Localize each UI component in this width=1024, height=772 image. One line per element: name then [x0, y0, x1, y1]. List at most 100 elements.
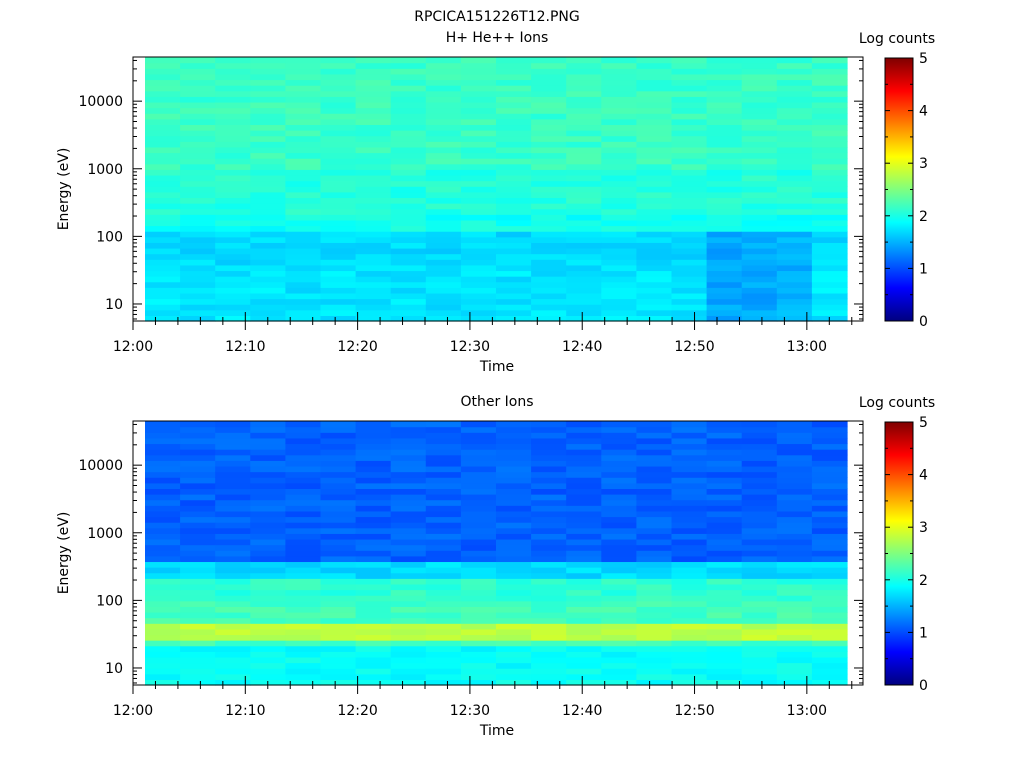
heatmap-cell [601, 617, 637, 624]
heatmap-cell [811, 640, 848, 647]
heatmap-cell [566, 437, 602, 445]
heatmap-cell [215, 544, 251, 551]
heatmap-cell [215, 287, 251, 294]
heatmap-cell [250, 107, 286, 114]
heatmap-cell [145, 589, 181, 596]
heatmap-cell [285, 298, 322, 305]
heatmap-cell [425, 85, 462, 92]
heatmap-cell [776, 236, 813, 243]
heatmap-cell [636, 253, 673, 260]
heatmap-cell [320, 180, 357, 187]
heatmap-cell [601, 113, 637, 120]
heatmap-cell [531, 118, 567, 126]
heatmap-cell [531, 510, 567, 518]
heatmap-cell [320, 606, 357, 613]
heatmap-cell [531, 555, 567, 563]
heatmap-cell [706, 124, 743, 131]
heatmap-cell [566, 180, 602, 187]
heatmap-cell [531, 460, 567, 467]
heatmap-cell [180, 203, 216, 210]
heatmap-cell [566, 163, 602, 170]
heatmap-cell [390, 589, 427, 596]
heatmap-cell [215, 561, 251, 568]
heatmap-cell [671, 544, 708, 551]
heatmap-cell [460, 662, 497, 669]
heatmap-cell [776, 437, 813, 445]
heatmap-cell [180, 130, 216, 137]
heatmap-cell [601, 141, 637, 148]
heatmap-cell [285, 505, 322, 512]
heatmap-cell [776, 488, 813, 495]
heatmap-cell [215, 163, 251, 170]
heatmap-cell [741, 180, 778, 187]
heatmap-cell [636, 208, 673, 215]
heatmap-cell [671, 589, 708, 596]
heatmap-cell [320, 538, 357, 546]
heatmap-cell [285, 186, 322, 193]
heatmap-cell [285, 158, 322, 165]
heatmap-cell [320, 656, 357, 664]
heatmap-cell [566, 640, 602, 647]
heatmap-cell [811, 516, 848, 523]
heatmap-cell [250, 73, 286, 81]
heatmap-cell [636, 225, 673, 232]
heatmap-cell [180, 578, 216, 585]
heatmap-cell [636, 567, 673, 574]
heatmap-cell [496, 180, 532, 187]
heatmap-cell [671, 527, 708, 534]
heatmap-cell [706, 180, 743, 187]
heatmap-cell [741, 231, 778, 238]
heatmap-cell [425, 499, 462, 506]
heatmap-cell [390, 174, 427, 182]
heatmap-cell [601, 304, 637, 311]
heatmap-cell [776, 135, 813, 142]
heatmap-cell [320, 628, 357, 636]
heatmap-cell [531, 589, 567, 596]
heatmap-cell [671, 135, 708, 142]
heatmap-cell [531, 611, 567, 619]
heatmap-cell [671, 158, 708, 165]
heatmap-cell [566, 96, 602, 103]
heatmap-cell [390, 583, 427, 591]
heatmap-cell [460, 276, 497, 283]
heatmap-cell [566, 516, 602, 523]
heatmap-cell [741, 589, 778, 596]
heatmap-cell [215, 270, 251, 277]
heatmap-cell [741, 578, 778, 585]
heatmap-cell [601, 315, 637, 322]
heatmap-cell [355, 578, 392, 585]
heatmap-cell [496, 124, 532, 131]
heatmap-cell [706, 426, 743, 433]
heatmap-cell [811, 225, 848, 232]
heatmap-cell [180, 146, 216, 154]
heatmap-cell [145, 673, 181, 680]
heatmap-cell [180, 304, 216, 311]
heatmap-cell [741, 505, 778, 512]
heatmap-cell [320, 225, 357, 232]
heatmap-cell [531, 146, 567, 154]
heatmap-cell [355, 567, 392, 574]
heatmap-cell [706, 118, 743, 126]
heatmap-cell [671, 281, 708, 288]
heatmap-cell [285, 203, 322, 210]
heatmap-cell [531, 186, 567, 193]
heatmap-cell [145, 600, 181, 607]
heatmap-cell [355, 146, 392, 154]
heatmap-cell [250, 236, 286, 243]
heatmap-cell [145, 662, 181, 669]
heatmap-cell [180, 315, 216, 322]
heatmap-cell [636, 298, 673, 305]
heatmap-cell [145, 90, 181, 97]
heatmap-cell [320, 589, 357, 596]
heatmap-cell [285, 494, 322, 501]
heatmap-cell [636, 107, 673, 114]
heatmap-cell [460, 287, 497, 294]
heatmap-cell [706, 651, 743, 658]
heatmap-cell [180, 668, 216, 675]
heatmap-cell [496, 270, 532, 277]
x-tick-label: 12:30 [450, 703, 490, 719]
heatmap-cell [215, 583, 251, 591]
heatmap-cell [460, 203, 497, 210]
